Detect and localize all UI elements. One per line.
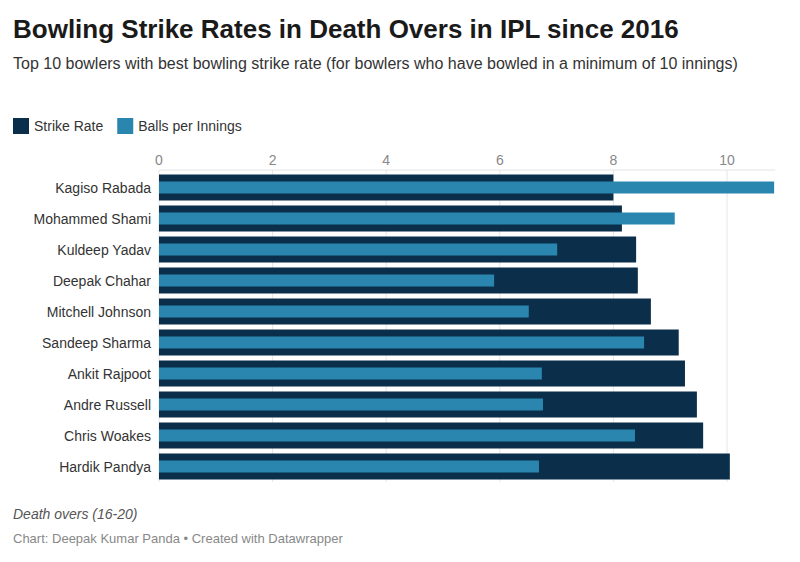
bar [159, 337, 644, 349]
title: Bowling Strike Rates in Death Overs in I… [13, 14, 679, 44]
bar [159, 399, 543, 411]
tick-label: 4 [382, 152, 390, 168]
bar [159, 182, 774, 194]
bar [159, 361, 685, 387]
subtitle: Top 10 bowlers with best bowling strike … [13, 55, 738, 72]
bar [159, 237, 636, 263]
grid-line [727, 170, 728, 482]
bar [159, 423, 703, 449]
bar [159, 268, 638, 294]
note: Death overs (16-20) [13, 506, 138, 522]
bar [159, 454, 730, 480]
tick-label: 2 [269, 152, 277, 168]
bar [159, 430, 635, 442]
category-label: Sandeep Sharma [42, 335, 151, 351]
legend-swatch [13, 118, 29, 134]
tick-label: 0 [155, 152, 163, 168]
bar [159, 299, 651, 325]
bars [159, 175, 774, 480]
subtitle-line: Top 10 bowlers with best bowling strike … [13, 55, 738, 72]
bar [159, 392, 697, 418]
legend-swatch [117, 118, 133, 134]
legend-label: Strike Rate [34, 118, 103, 134]
category-label: Chris Woakes [64, 428, 151, 444]
axis-line [159, 170, 775, 171]
category-label: Hardik Pandya [59, 459, 151, 475]
category-label: Andre Russell [64, 397, 151, 413]
source: Chart: Deepak Kumar Panda • Created with… [13, 531, 343, 546]
bar [159, 213, 675, 225]
category-label: Mohammed Shami [34, 211, 152, 227]
bar [159, 368, 542, 380]
legend-label: Balls per Innings [138, 118, 242, 134]
category-label: Deepak Chahar [53, 273, 151, 289]
category-label: Kagiso Rabada [55, 180, 151, 196]
tick-label: 6 [496, 152, 504, 168]
category-label: Mitchell Johnson [47, 304, 151, 320]
bar [159, 330, 679, 356]
tick-label: 8 [610, 152, 618, 168]
category-label: Ankit Rajpoot [68, 366, 151, 382]
bar [159, 461, 539, 473]
tick-label: 10 [719, 152, 735, 168]
bar [159, 244, 557, 256]
bar [159, 306, 529, 318]
category-label: Kuldeep Yadav [57, 242, 151, 258]
bar [159, 275, 494, 287]
